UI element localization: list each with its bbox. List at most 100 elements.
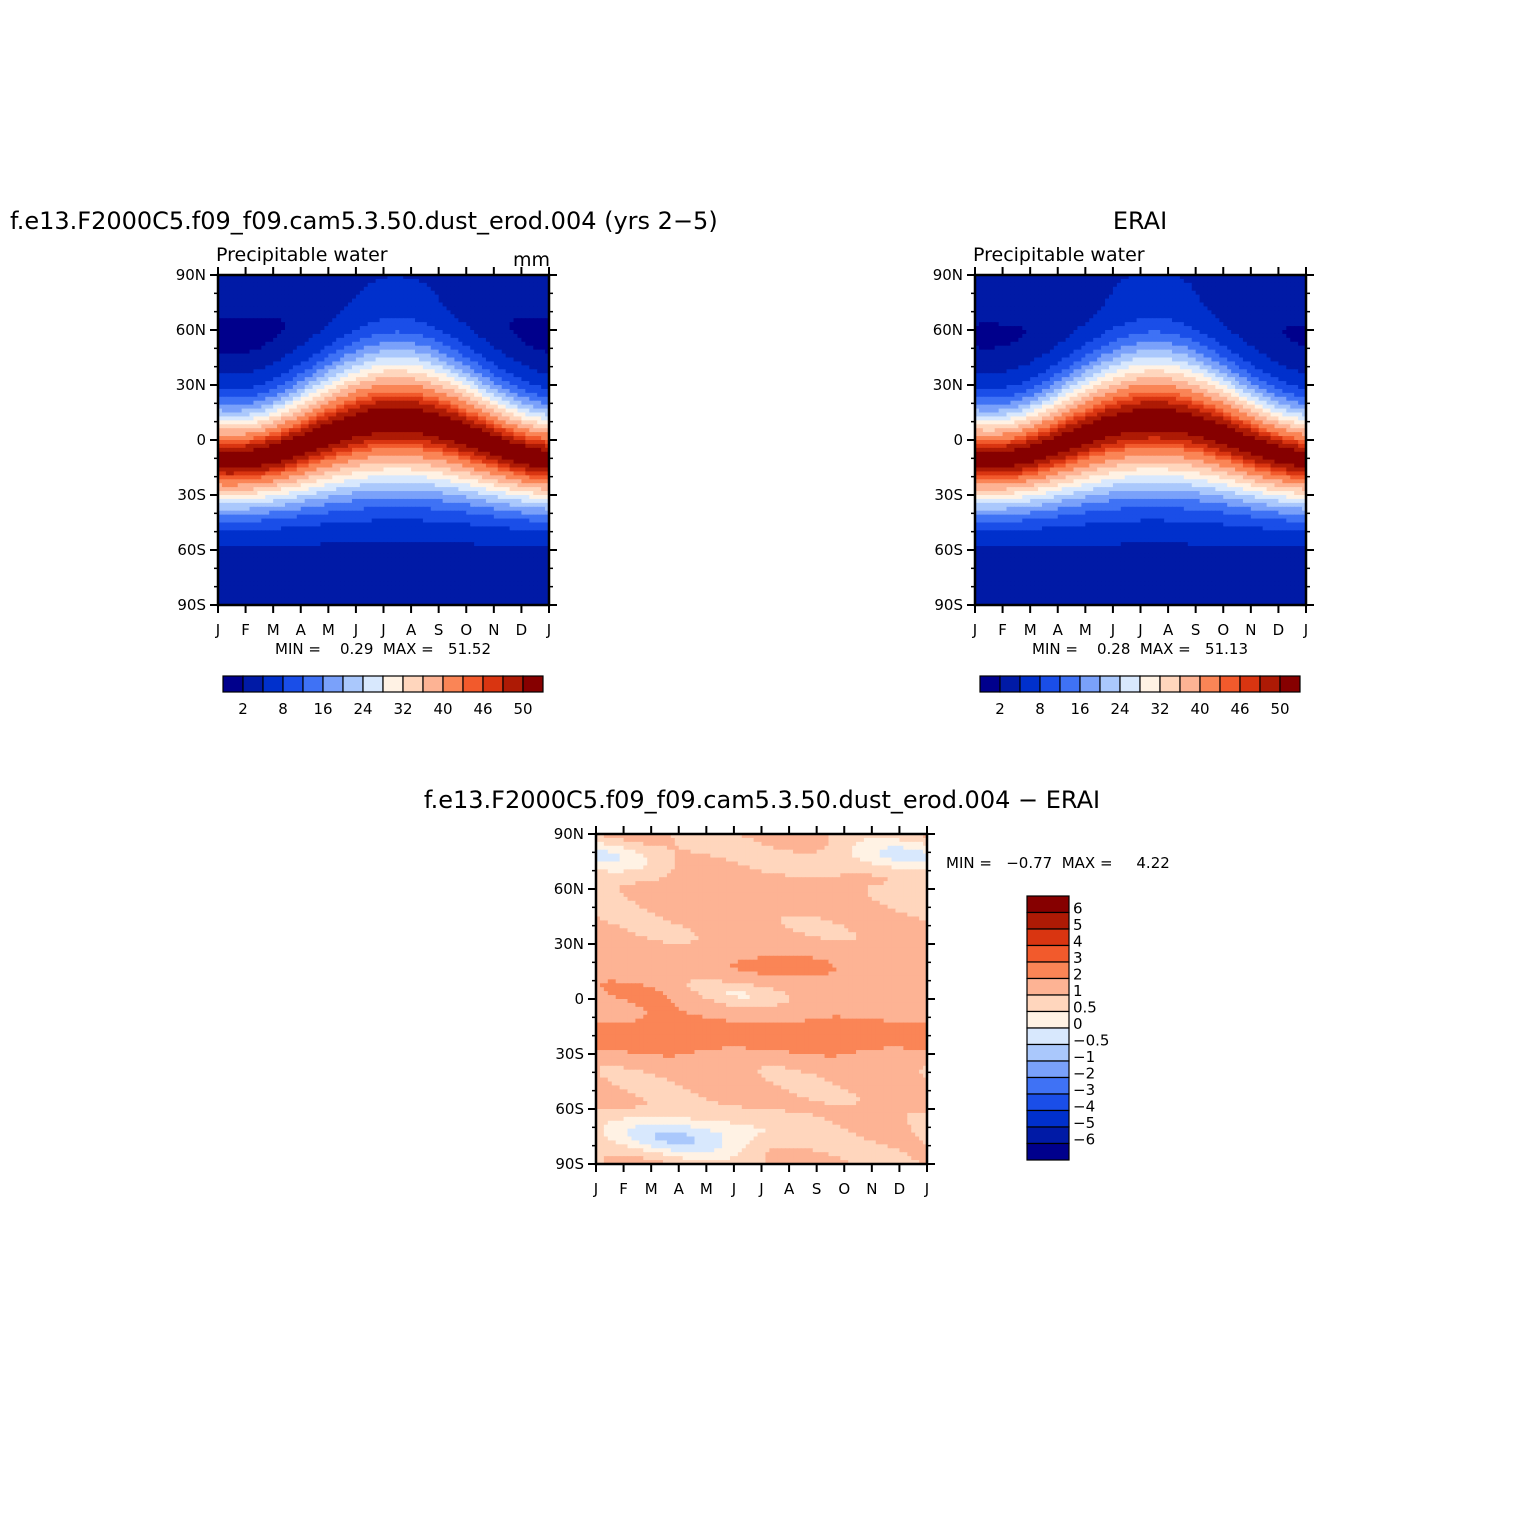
panel1-cell [474,475,479,480]
panel1-cell [316,506,322,512]
panel1-cell [446,318,452,323]
panel1-cell [497,353,503,359]
panel1-cell [257,322,262,327]
panel1-cell [292,357,298,363]
panel1-cell [497,373,503,378]
panel1-cell [261,373,266,378]
panel1-cell [284,282,290,288]
panel1-cell [537,318,542,323]
panel1-cell [501,428,507,433]
panel1-cell [541,302,546,308]
panel1-cell [533,357,538,363]
panel1-cell [229,349,235,355]
panel1-cell [537,302,542,308]
panel1-cell [344,443,349,449]
panel1-cell [478,443,483,449]
panel1-cell [407,365,412,370]
panel1-cell [474,455,479,461]
panel1-cell [470,306,475,311]
panel1-cell [462,392,467,398]
panel1-cell [545,483,550,488]
panel1-cell [505,436,511,441]
panel1-cell [541,349,546,355]
panel1-cell [399,318,404,323]
panel1-cell [367,330,373,335]
panel1-cell [261,302,266,308]
panel1-cell [513,428,519,433]
panel1-cell [233,361,239,366]
panel1-cell [407,491,412,496]
panel1-cell [418,373,424,378]
panel1-cell [430,388,436,394]
panel1-cell [328,290,333,296]
panel1-cell [312,369,318,374]
panel1-cell [359,369,365,374]
panel1-cell [438,373,444,378]
panel1-cell [395,495,400,500]
panel1-cell [470,353,475,359]
panel1-cell [513,353,519,359]
panel1-cell [351,412,357,418]
panel1-cell [458,275,463,280]
panel1-cell [348,506,353,512]
panel1-cell [281,322,286,327]
panel1-cell [485,479,491,484]
panel1-cell [517,428,523,433]
panel1-cell [324,455,329,461]
panel1-cell [497,459,503,465]
panel1-cell [269,290,274,296]
panel1-cell [316,479,322,484]
panel1-cell [474,286,479,292]
panel1-cell [489,361,495,366]
panel1-cell [438,365,444,370]
panel1-cell [525,369,530,374]
panel1-cell [257,278,262,284]
panel1-cell [391,373,396,378]
panel1-cell [505,341,511,347]
panel1-cell [383,424,389,429]
panel1-cell [466,416,471,421]
panel1-cell [229,290,235,296]
panel1-cell [411,455,416,461]
panel1-cell [249,275,255,280]
panel1-cell [249,447,255,453]
panel1-cell [497,498,503,504]
panel1-cell [529,349,534,355]
panel1-cell [221,424,227,429]
panel1-cell [288,392,294,398]
panel1-cell [355,322,361,327]
panel1-cell [458,365,463,370]
panel1-cell [493,495,499,500]
panel1-cell [359,282,365,288]
panel1-cell [509,400,515,406]
panel1-cell [320,314,325,319]
panel1-cell [541,330,546,335]
panel1-cell [269,310,274,315]
panel1-cell [363,373,369,378]
panel1-cell [379,400,385,406]
panel1-cell [300,408,306,414]
panel1-cell [383,373,389,378]
panel1-cell [489,369,495,374]
panel1-cell [489,290,495,296]
panel1-cell [257,502,262,508]
panel1-cell [493,412,499,418]
panel1-cell [265,337,270,343]
panel1-cell [292,498,298,504]
panel1-cell [281,502,286,508]
panel1-cell [529,361,534,366]
panel1-cell [257,487,262,492]
panel1-cell [288,377,294,382]
panel1-cell [411,361,416,366]
panel1-cell [517,416,523,421]
panel1-cell [308,447,314,453]
panel1-cell [281,373,286,378]
panel1-cell [517,345,523,351]
panel1-cell [509,282,515,288]
panel1-cell [371,440,377,445]
panel1-cell [355,353,361,359]
panel1-cell [545,326,550,331]
panel1-cell [351,408,357,414]
panel1-cell [466,278,471,284]
panel1-cell [265,396,270,402]
